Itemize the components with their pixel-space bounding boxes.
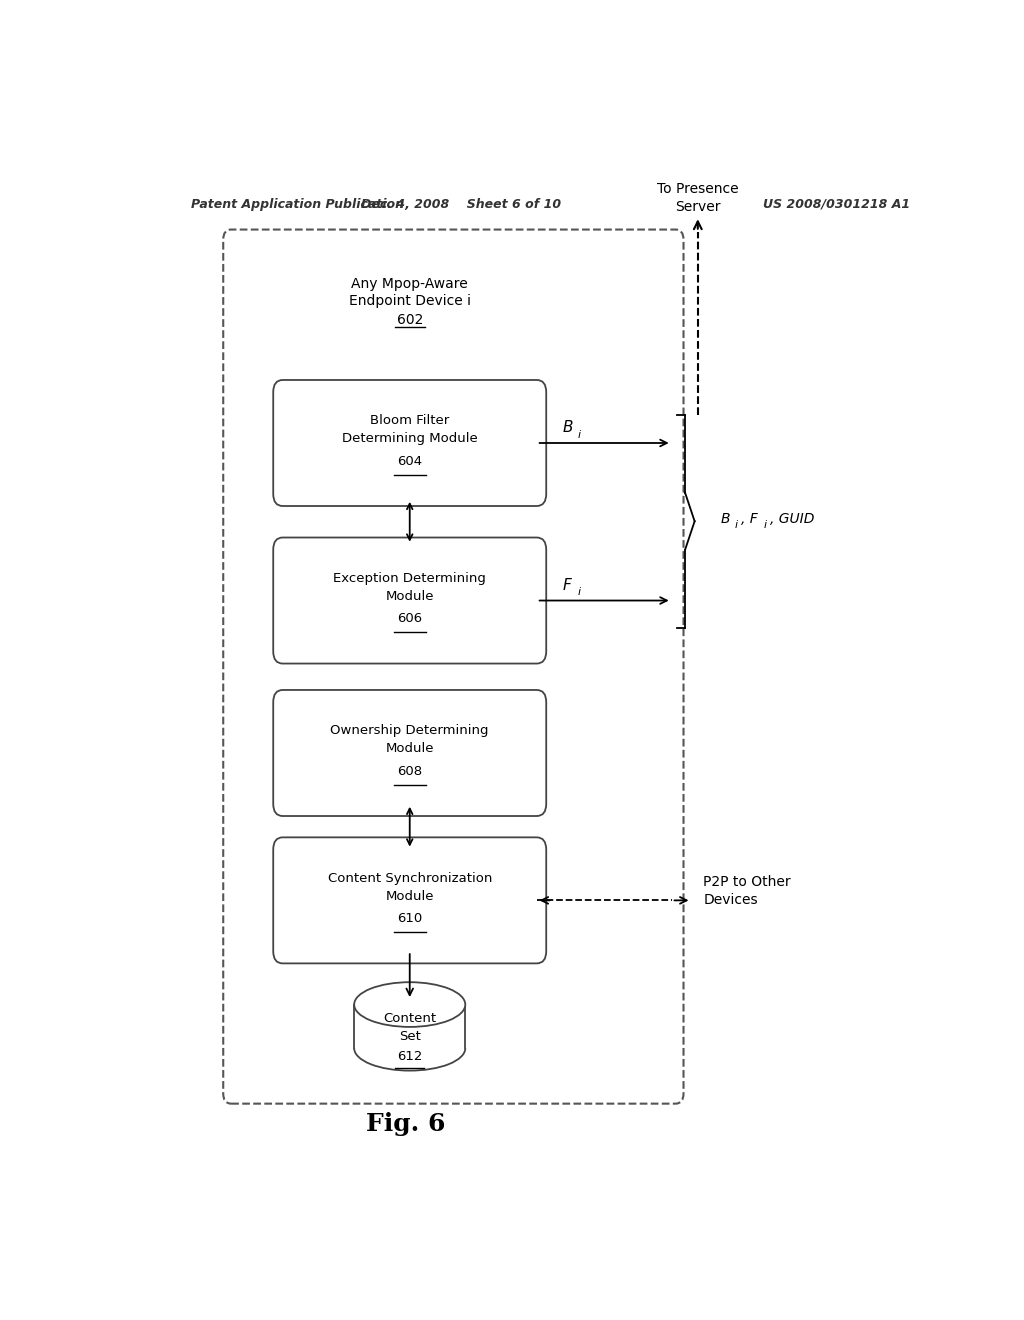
Text: B: B — [563, 420, 573, 436]
Text: P2P to Other: P2P to Other — [703, 875, 791, 890]
FancyBboxPatch shape — [273, 380, 546, 506]
Text: Patent Application Publication: Patent Application Publication — [191, 198, 404, 211]
Text: 606: 606 — [397, 612, 422, 626]
Text: 612: 612 — [397, 1049, 423, 1063]
Text: i: i — [578, 587, 581, 598]
Text: US 2008/0301218 A1: US 2008/0301218 A1 — [763, 198, 910, 211]
Text: Module: Module — [385, 590, 434, 603]
Text: Dec. 4, 2008    Sheet 6 of 10: Dec. 4, 2008 Sheet 6 of 10 — [361, 198, 561, 211]
Text: Endpoint Device i: Endpoint Device i — [349, 293, 471, 308]
Text: Bloom Filter: Bloom Filter — [370, 414, 450, 428]
FancyBboxPatch shape — [223, 230, 684, 1104]
Text: F: F — [563, 578, 571, 593]
Text: , GUID: , GUID — [770, 512, 814, 527]
Text: i: i — [735, 520, 738, 531]
Text: 604: 604 — [397, 455, 422, 467]
FancyBboxPatch shape — [273, 537, 546, 664]
Text: 610: 610 — [397, 912, 422, 925]
FancyBboxPatch shape — [273, 837, 546, 964]
Text: Module: Module — [385, 742, 434, 755]
Text: Set: Set — [398, 1031, 421, 1044]
Text: To Presence: To Presence — [657, 182, 738, 195]
Text: Ownership Determining: Ownership Determining — [331, 725, 489, 737]
Text: i: i — [578, 430, 581, 440]
Text: Fig. 6: Fig. 6 — [366, 1111, 445, 1137]
Text: Devices: Devices — [703, 894, 758, 907]
FancyBboxPatch shape — [273, 690, 546, 816]
Text: 608: 608 — [397, 764, 422, 777]
Text: i: i — [764, 520, 767, 531]
Text: Content Synchronization: Content Synchronization — [328, 871, 492, 884]
Text: Any Mpop-Aware: Any Mpop-Aware — [351, 277, 468, 292]
Text: Determining Module: Determining Module — [342, 433, 477, 445]
Ellipse shape — [354, 982, 465, 1027]
Text: Exception Determining: Exception Determining — [333, 572, 486, 585]
Text: Module: Module — [385, 890, 434, 903]
Text: 602: 602 — [396, 313, 423, 327]
Text: Server: Server — [675, 201, 721, 214]
Text: , F: , F — [741, 512, 758, 527]
Text: Content: Content — [383, 1012, 436, 1026]
Text: B: B — [721, 512, 730, 527]
